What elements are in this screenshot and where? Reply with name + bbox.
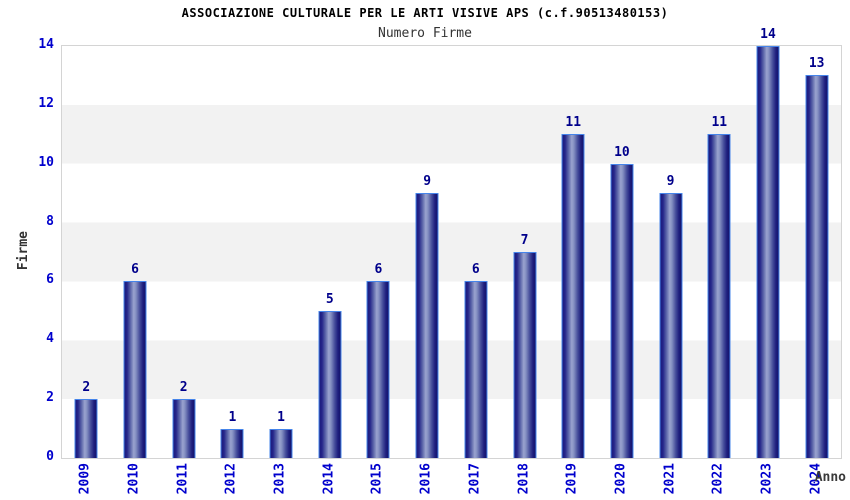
bar-value-label-2015: 6 xyxy=(374,262,383,278)
x-tick-label-2012: 2012 xyxy=(223,463,239,495)
bar-2010 xyxy=(123,281,147,458)
bar-2020 xyxy=(610,163,634,458)
plot-area: 2 6 2 1 1 5 6 9 6 7 11 10 9 11 14 13 xyxy=(61,27,842,459)
y-tick-label-14: 14 xyxy=(38,37,54,52)
y-tick-label-2: 2 xyxy=(46,390,54,406)
bar-value-label-2019: 11 xyxy=(565,115,582,131)
x-axis: 2009 2010 2011 2012 2013 2014 2015 2016 2017 2018… xyxy=(61,458,840,500)
bar-value-label-2021: 9 xyxy=(666,174,675,190)
y-tick-label-0: 0 xyxy=(46,449,54,464)
y-tick-label-12: 12 xyxy=(38,95,54,111)
bar-value-label-2024: 13 xyxy=(808,56,825,72)
bar-value-label-2018: 7 xyxy=(520,233,529,248)
bar-2017 xyxy=(464,281,488,458)
x-tick-label-2021: 2021 xyxy=(662,463,678,495)
bar-value-label-2010: 6 xyxy=(131,262,139,278)
y-axis: 0 2 4 6 8 10 12 14 xyxy=(0,37,61,464)
bar-2019 xyxy=(561,134,585,458)
bar-2014 xyxy=(318,310,342,458)
y-tick-label-4: 4 xyxy=(46,331,54,347)
bar-value-label-2022: 11 xyxy=(711,115,728,131)
x-tick-label-2022: 2022 xyxy=(710,463,726,495)
x-tick-label-2016: 2016 xyxy=(418,463,434,495)
bar-2024 xyxy=(805,75,829,458)
bar-2021 xyxy=(659,193,683,458)
bar-value-label-2013: 1 xyxy=(277,409,286,425)
bar-value-label-2014: 5 xyxy=(325,291,334,307)
bar-value-label-2009: 2 xyxy=(82,380,91,396)
chart-title: ASSOCIAZIONE CULTURALE PER LE ARTI VISIV… xyxy=(181,6,669,20)
bar-2018 xyxy=(513,252,537,458)
x-tick-label-2019: 2019 xyxy=(564,463,580,495)
bar-2011 xyxy=(172,399,196,458)
x-tick-label-2010: 2010 xyxy=(126,463,142,495)
x-tick-label-2011: 2011 xyxy=(175,463,191,495)
bar-value-label-2017: 6 xyxy=(471,262,480,278)
bar-2012 xyxy=(220,428,244,458)
bar-2023 xyxy=(756,46,780,458)
x-tick-label-2015: 2015 xyxy=(369,463,385,495)
x-tick-label-2017: 2017 xyxy=(467,463,483,495)
bar-2013 xyxy=(269,428,293,458)
x-tick-label-2014: 2014 xyxy=(321,463,337,495)
x-tick-label-2018: 2018 xyxy=(516,463,532,495)
bar-value-label-2020: 10 xyxy=(614,144,630,160)
x-tick-label-2009: 2009 xyxy=(77,463,93,495)
bar-value-label-2012: 1 xyxy=(228,409,237,425)
x-tick-label-2023: 2023 xyxy=(759,463,775,495)
bar-value-label-2016: 9 xyxy=(423,174,432,190)
bar-value-label-2011: 2 xyxy=(179,380,188,396)
bar-2016 xyxy=(415,193,439,458)
bar-2015 xyxy=(366,281,390,458)
y-tick-label-8: 8 xyxy=(46,213,54,229)
bar-value-label-2023: 14 xyxy=(760,27,776,42)
x-tick-label-2020: 2020 xyxy=(613,463,629,495)
bar-2022 xyxy=(707,134,731,458)
y-tick-label-10: 10 xyxy=(38,154,54,170)
bar-2009 xyxy=(74,399,98,458)
x-tick-label-2013: 2013 xyxy=(272,463,288,495)
y-tick-label-6: 6 xyxy=(46,272,54,288)
x-axis-title: Anno xyxy=(814,470,846,485)
chart-subtitle: Numero Firme xyxy=(378,26,472,41)
